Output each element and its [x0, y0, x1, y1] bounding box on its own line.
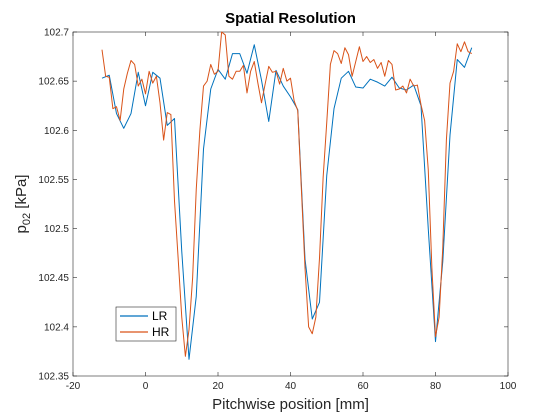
legend-label-lr: LR: [152, 309, 168, 323]
y-tick-label: 102.5: [44, 224, 69, 235]
legend-box: [115, 306, 177, 342]
x-tick-label: 20: [212, 381, 224, 392]
y-tick-label: 102.6: [44, 126, 69, 137]
chart-title: Spatial Resolution: [225, 10, 356, 27]
x-tick-label: 100: [500, 381, 517, 392]
y-tick-label: 102.55: [38, 175, 69, 186]
series-line-lr: [101, 44, 473, 360]
x-axis: -20 0 20 40 60 80 100: [66, 32, 517, 392]
legend: LR HR: [115, 306, 177, 342]
legend-label-hr: HR: [152, 325, 170, 339]
y-axis-label-main: p: [13, 225, 30, 233]
x-tick-label: 80: [430, 381, 442, 392]
y-tick-label: 102.35: [38, 372, 69, 383]
x-tick-label: 0: [143, 381, 149, 392]
x-tick-label: 40: [285, 381, 297, 392]
y-axis-label-subscript: 02: [21, 213, 33, 225]
x-tick-label: 60: [357, 381, 369, 392]
series-line-hr: [101, 31, 472, 357]
y-axis-label: p02 [kPa]: [13, 175, 33, 234]
y-axis-label-unit: [kPa]: [13, 175, 30, 213]
series-layer: [101, 31, 473, 360]
y-axis: 102.35 102.4 102.45 102.5 102.55 102.6 102.65 1…: [38, 28, 508, 383]
x-axis-label: Pitchwise position [mm]: [212, 396, 369, 413]
x-tick-label: -20: [66, 381, 81, 392]
y-tick-label: 102.45: [38, 273, 69, 284]
y-tick-label: 102.65: [38, 77, 69, 88]
y-tick-label: 102.7: [44, 28, 69, 39]
y-tick-label: 102.4: [44, 322, 69, 333]
